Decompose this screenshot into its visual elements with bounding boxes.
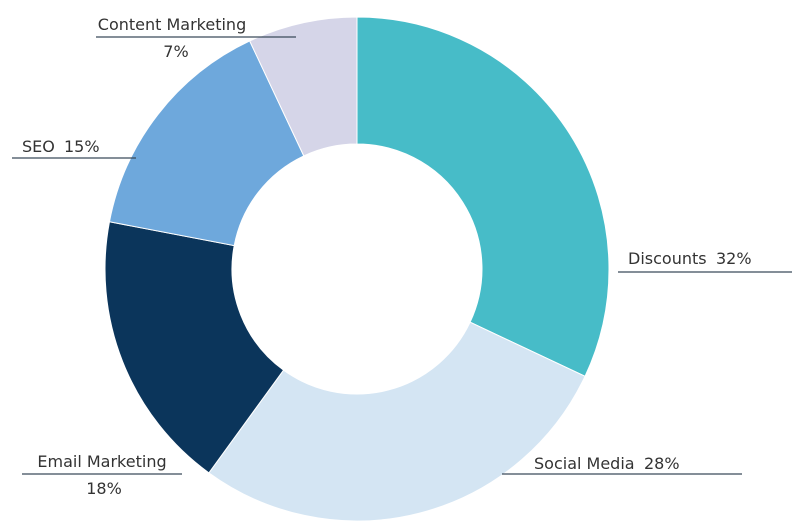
slice-email-marketing xyxy=(104,221,285,474)
label-content-marketing-value: 7% xyxy=(163,42,188,61)
slice-discounts xyxy=(356,16,610,377)
slice-seo xyxy=(108,40,305,247)
label-content-marketing: Content Marketing 7% xyxy=(96,15,296,61)
label-email-marketing-value: 18% xyxy=(86,479,122,498)
slice-labels: Discounts 32% Social Media 28% Email Mar… xyxy=(12,15,792,498)
donut-slices xyxy=(104,16,610,522)
label-seo-value: 15% xyxy=(64,137,100,156)
label-seo: SEO 15% xyxy=(12,137,136,159)
label-seo-name: SEO xyxy=(22,137,55,156)
label-email-marketing-name: Email Marketing xyxy=(37,452,166,471)
label-content-marketing-name: Content Marketing xyxy=(98,15,246,34)
label-discounts: Discounts 32% xyxy=(618,249,792,273)
label-email-marketing: Email Marketing 18% xyxy=(22,452,182,498)
label-social-media-value: 28% xyxy=(644,454,680,473)
slice-social-media xyxy=(208,321,586,522)
label-discounts-value: 32% xyxy=(716,249,752,268)
label-social-media: Social Media 28% xyxy=(502,454,742,475)
slice-content-marketing xyxy=(249,16,358,157)
label-discounts-name: Discounts xyxy=(628,249,707,268)
label-social-media-name: Social Media xyxy=(534,454,635,473)
